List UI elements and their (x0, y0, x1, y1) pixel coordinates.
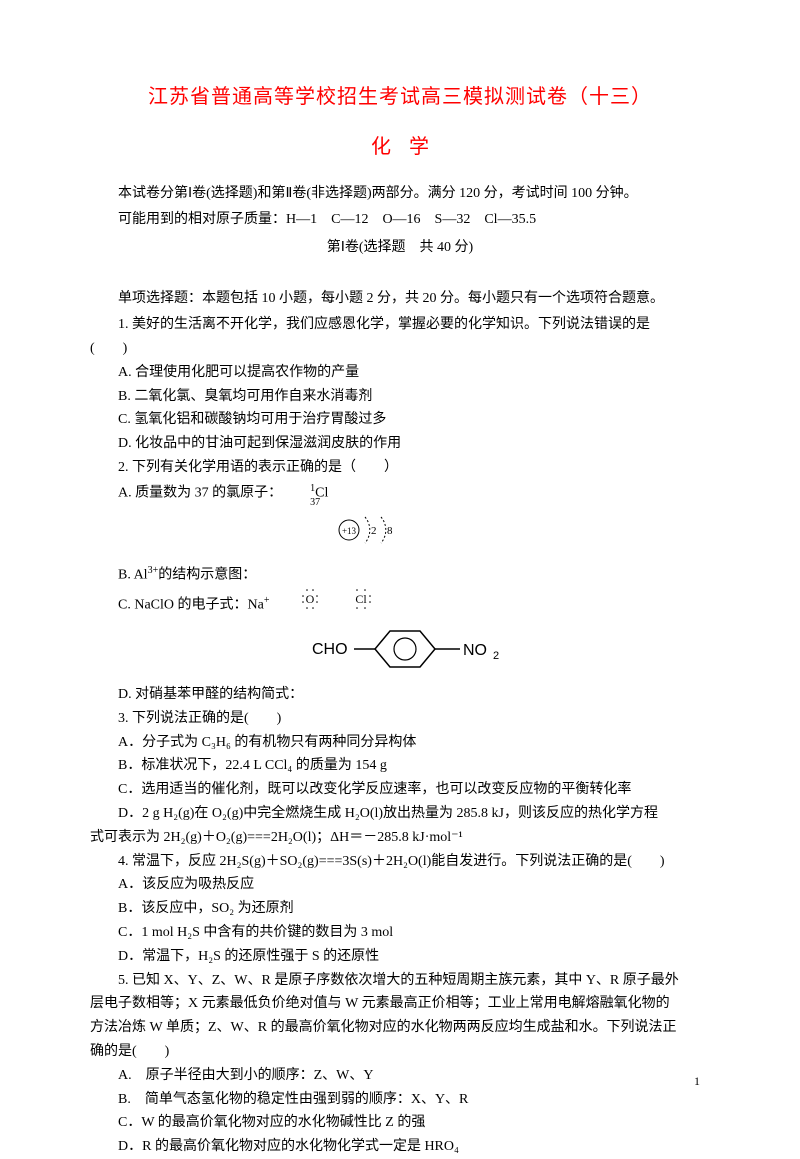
q2-B-sup: 3+ (148, 565, 159, 576)
q2-C: C. NaClO 的电子式：Na+ O Cl (90, 587, 710, 624)
block-intro: 单项选择题：本题包括 10 小题，每小题 2 分，共 20 分。每小题只有一个选… (90, 287, 710, 311)
nitrobenzaldehyde-structure-icon: CHO NO 2 (310, 626, 710, 681)
q2-A-sub: 37 (282, 494, 320, 511)
svg-text:CHO: CHO (312, 641, 348, 658)
svg-text:2: 2 (371, 525, 377, 537)
q1-C: C. 氢氧化铝和碳酸钠均可用于治疗胃酸过多 (90, 408, 710, 432)
svg-text:+13: +13 (342, 526, 357, 536)
exam-intro-1: 本试卷分第Ⅰ卷(选择题)和第Ⅱ卷(非选择题)两部分。满分 120 分，考试时间 … (90, 182, 710, 206)
q5-B: B. 简单气态氢化物的稳定性由强到弱的顺序：X、Y、R (90, 1088, 710, 1112)
q4-A: A．该反应为吸热反应 (90, 873, 710, 897)
svg-text:O: O (306, 592, 315, 606)
q2-B-pre: B. Al (118, 568, 148, 583)
q1-stem-a: 1. 美好的生活离不开化学，我们应感恩化学，掌握必要的化学知识。下列说法错误的是 (90, 313, 710, 337)
q3-D1: D．2 g H₂(g)在 O₂(g)中完全燃烧生成 H₂O(l)放出热量为 28… (90, 802, 710, 826)
exam-title: 江苏省普通高等学校招生考试高三模拟测试卷（十三） (90, 80, 710, 114)
q3-C: C．选用适当的催化剂，既可以改变化学反应速率，也可以改变反应物的平衡转化率 (90, 778, 710, 802)
exam-intro-2: 可能用到的相对原子质量：H—1 C—12 O—16 S—32 Cl—35.5 (90, 208, 710, 232)
subject-title: 化学 (90, 130, 710, 164)
q2-D: D. 对硝基苯甲醛的结构简式： (90, 683, 710, 707)
q2-B-post: 的结构示意图： (158, 568, 256, 583)
page-number: 1 (694, 1071, 700, 1091)
q2-stem: 2. 下列有关化学用语的表示正确的是（ ） (90, 456, 710, 480)
svg-text:Cl: Cl (356, 592, 368, 606)
svg-text:2: 2 (493, 650, 499, 662)
q1-stem-b: ( ) (90, 337, 710, 361)
lewis-Cl-icon: Cl (322, 587, 372, 624)
q5-D: D．R 的最高价氧化物对应的水化物化学式一定是 HRO₄ (90, 1135, 710, 1159)
q3-D2: 式可表示为 2H₂(g)＋O₂(g)===2H₂O(l)；ΔH＝－285.8 k… (90, 826, 710, 850)
q5-stem2: 层电子数相等；X 元素最低负价绝对值与 W 元素最高正价相等；工业上常用电解熔融… (90, 992, 710, 1016)
q4-B: B．该反应中，SO₂ 为还原剂 (90, 897, 710, 921)
q2-A: A. 质量数为 37 的氯原子：137Cl (90, 480, 710, 505)
q1-D: D. 化妆品中的甘油可起到保湿滋润皮肤的作用 (90, 432, 710, 456)
q2-A-sup: 1 (310, 483, 315, 494)
q2-C-pre: C. NaClO 的电子式：Na (118, 598, 264, 613)
q4-D: D．常温下，H₂S 的还原性强于 S 的还原性 (90, 945, 710, 969)
q3-B: B．标准状况下，22.4 L CCl₄ 的质量为 154 g (90, 754, 710, 778)
q5-A: A. 原子半径由大到小的顺序：Z、W、Y (90, 1064, 710, 1088)
q5-stem1: 5. 已知 X、Y、Z、W、R 是原子序数依次增大的五种短周期主族元素，其中 Y… (90, 969, 710, 993)
q4-stem: 4. 常温下，反应 2H₂S(g)＋SO₂(g)===3S(s)＋2H₂O(l)… (90, 850, 710, 874)
svg-text:NO: NO (463, 642, 487, 659)
atom-structure-icon: +13 2 8 (330, 509, 410, 560)
q2-B: B. Al3+的结构示意图： (90, 562, 710, 587)
svg-text:8: 8 (387, 525, 393, 537)
q2-A-pre: A. 质量数为 37 的氯原子： (118, 485, 282, 500)
lewis-O-icon: O (273, 587, 319, 624)
q5-stem4: 确的是( ) (90, 1040, 710, 1064)
q5-stem3: 方法冶炼 W 单质；Z、W、R 的最高价氧化物对应的水化物两两反应均生成盐和水。… (90, 1016, 710, 1040)
q5-C: C．W 的最高价氧化物对应的水化物碱性比 Z 的强 (90, 1111, 710, 1135)
q1-B: B. 二氧化氯、臭氧均可用作自来水消毒剂 (90, 385, 710, 409)
q3-stem: 3. 下列说法正确的是( ) (90, 707, 710, 731)
q3-A: A．分子式为 C₃H₆ 的有机物只有两种同分异构体 (90, 731, 710, 755)
part-1-header: 第Ⅰ卷(选择题 共 40 分) (90, 236, 710, 260)
q1-A: A. 合理使用化肥可以提高农作物的产量 (90, 361, 710, 385)
q4-C: C．1 mol H₂S 中含有的共价键的数目为 3 mol (90, 921, 710, 945)
